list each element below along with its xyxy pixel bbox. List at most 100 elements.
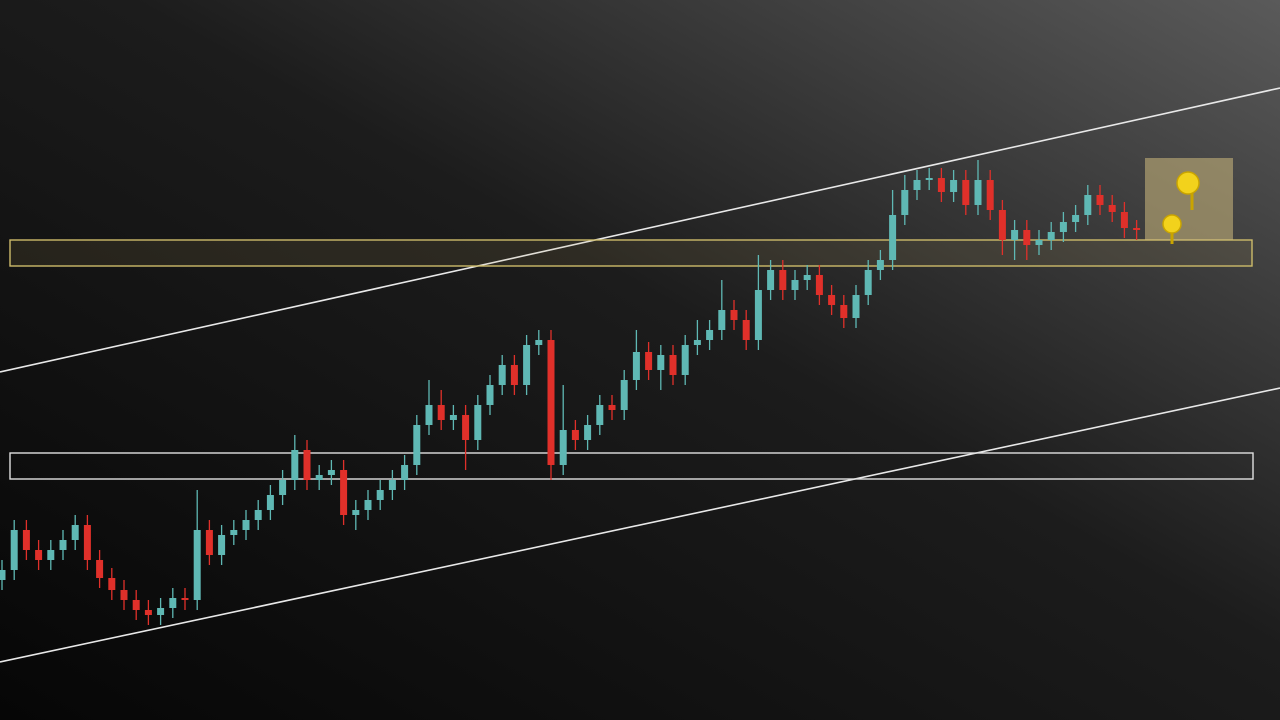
candle-body	[279, 480, 287, 495]
candle-body	[523, 345, 531, 385]
candle-body	[254, 510, 262, 520]
candle-body	[291, 450, 299, 480]
candle-body	[181, 598, 189, 600]
highlight-box	[1145, 158, 1233, 240]
candle-body	[352, 510, 360, 515]
candle-body	[486, 385, 494, 405]
candle-body	[547, 340, 555, 465]
candle-body	[218, 535, 226, 555]
lower-trend-line	[0, 387, 1280, 663]
candle-body	[0, 570, 6, 580]
candle-body	[645, 352, 653, 370]
candle-body	[132, 600, 140, 610]
candle-body	[327, 470, 335, 475]
candle-body	[10, 530, 18, 570]
candle-body	[449, 415, 457, 420]
candle-body	[706, 330, 714, 340]
candle-body	[498, 365, 506, 385]
candle-body	[1011, 230, 1019, 240]
candle-body	[1108, 205, 1116, 212]
candle-body	[815, 275, 823, 295]
candle-body	[1059, 222, 1067, 232]
candle-body	[950, 180, 958, 192]
candle-body	[230, 530, 238, 535]
candle-body	[767, 270, 775, 290]
candle-body	[730, 310, 738, 320]
candle-body	[437, 405, 445, 420]
candle-body	[35, 550, 43, 560]
candle-body	[1096, 195, 1104, 205]
candle-body	[608, 405, 616, 410]
candle-body	[59, 540, 67, 550]
candle-body	[974, 180, 982, 205]
candle-body	[462, 415, 470, 440]
candle-body	[22, 530, 30, 550]
candle-body	[1047, 232, 1055, 240]
candle-body	[242, 520, 250, 530]
candle-body	[108, 578, 116, 590]
candle-body	[388, 480, 396, 490]
candle-body	[779, 270, 787, 290]
candle-body	[584, 425, 592, 440]
candle-body	[889, 215, 897, 260]
candle-body	[693, 340, 701, 345]
candle-body	[901, 190, 909, 215]
candle-body	[425, 405, 433, 425]
candles	[0, 160, 1141, 625]
candle-body	[791, 280, 799, 290]
candle-body	[571, 430, 579, 440]
candle-body	[1084, 195, 1092, 215]
candle-body	[876, 260, 884, 270]
marker	[1162, 214, 1182, 234]
candle-body	[364, 500, 372, 510]
candle-body	[71, 525, 79, 540]
candle-body	[803, 275, 811, 280]
candle-body	[559, 430, 567, 465]
candle-body	[681, 345, 689, 375]
candle-body	[47, 550, 55, 560]
candle-body	[535, 340, 543, 345]
candle-body	[864, 270, 872, 295]
candle-body	[620, 380, 628, 410]
candle-body	[193, 530, 201, 600]
candle-body	[937, 178, 945, 192]
candle-body	[669, 355, 677, 375]
candle-body	[1120, 212, 1128, 228]
candle-body	[852, 295, 860, 318]
upper-trend-line	[0, 87, 1280, 373]
candle-body	[83, 525, 91, 560]
marker	[1176, 171, 1200, 195]
candle-body	[157, 608, 165, 615]
candle-body	[828, 295, 836, 305]
candle-body	[1023, 230, 1031, 245]
candle-body	[376, 490, 384, 500]
candle-body	[144, 610, 152, 615]
candle-body	[913, 180, 921, 190]
candle-body	[754, 290, 762, 340]
candle-body	[205, 530, 213, 555]
candle-body	[340, 470, 348, 515]
candle-body	[120, 590, 128, 600]
candle-body	[596, 405, 604, 425]
candle-body	[998, 210, 1006, 240]
candle-body	[1035, 240, 1043, 245]
candle-body	[96, 560, 104, 578]
support-zone	[9, 452, 1254, 480]
candle-body	[632, 352, 640, 380]
candle-body	[474, 405, 482, 440]
candle-body	[169, 598, 177, 608]
candle-body	[413, 425, 421, 465]
candle-body	[1072, 215, 1080, 222]
candle-body	[657, 355, 665, 370]
resistance-zone	[9, 239, 1253, 267]
candle-body	[1133, 228, 1141, 230]
candle-body	[510, 365, 518, 385]
candle-body	[718, 310, 726, 330]
candle-body	[840, 305, 848, 318]
candle-body	[401, 465, 409, 480]
candle-body	[925, 178, 933, 180]
candle-body	[315, 475, 323, 480]
